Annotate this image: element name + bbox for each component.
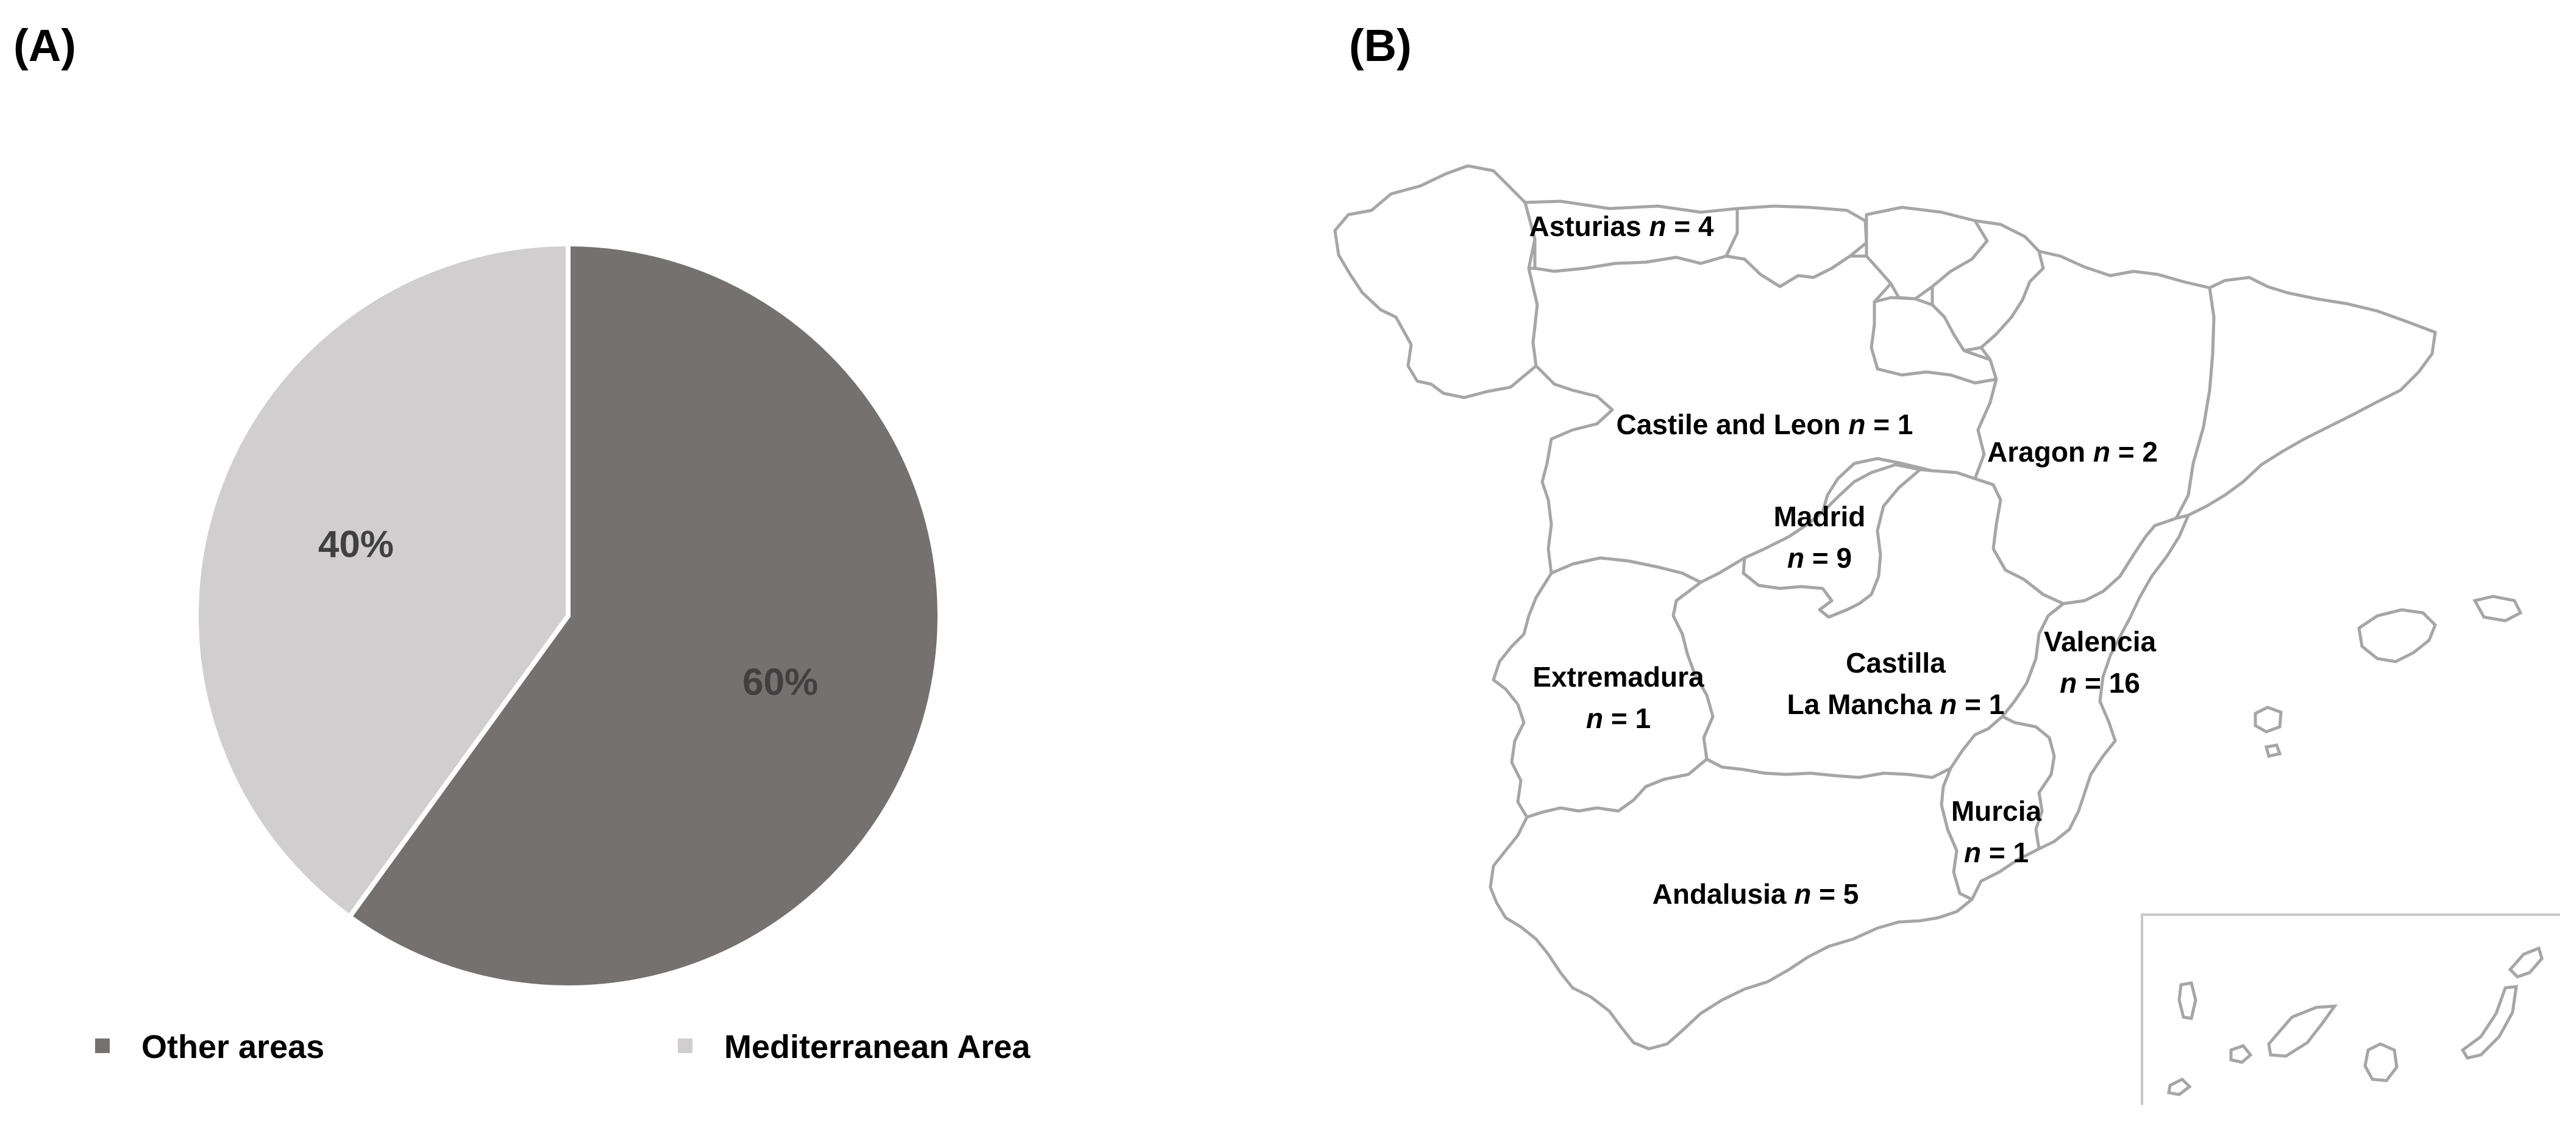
- island-gran-canaria: [2363, 1042, 2399, 1082]
- map-label-murcia-line-1: Murcia: [1951, 795, 2042, 827]
- map-label-valencia-line-2: n = 16: [2060, 667, 2140, 699]
- legend-entry-mediterranean-area: Mediterranean Area: [678, 1031, 1030, 1063]
- map-label-valencia-line-1: Valencia: [2044, 626, 2157, 657]
- map-label-extremadura-line-2: n = 1: [1586, 702, 1651, 734]
- map-label-madrid-line-1: Madrid: [1774, 501, 1866, 532]
- island-formentera: [2264, 743, 2282, 758]
- map-label-castilla-la-mancha-line-1: Castilla: [1846, 647, 1946, 679]
- map-label-extremadura-line-1: Extremadura: [1532, 661, 1704, 693]
- map-label-asturias: Asturias n = 4: [1529, 210, 1714, 242]
- map-label-madrid-line-2: n = 9: [1787, 542, 1852, 574]
- island-la-palma: [2177, 981, 2197, 1020]
- island-lanzarote: [2508, 946, 2544, 979]
- map-label-castilla-la-mancha-line-2: La Mancha n = 1: [1787, 688, 2005, 720]
- panel-a-label: (A): [13, 20, 76, 71]
- map-label-aragon: Aragon n = 2: [1987, 436, 2158, 468]
- canary-inset-border: [2141, 913, 2560, 1105]
- legend-label-mediterranean-area: Mediterranean Area: [724, 1029, 1031, 1065]
- legend-swatch-mediterranean-area: [678, 1038, 692, 1053]
- map-label-andalusia: Andalusia n = 5: [1653, 878, 1859, 910]
- pie-label-other-areas: 60%: [742, 661, 818, 703]
- island-tenerife: [2267, 1004, 2338, 1058]
- panel-b-label: (B): [1349, 20, 1412, 71]
- pie-slice-mediterranean-area: [194, 241, 571, 921]
- island-fuerteventura: [2460, 985, 2518, 1060]
- legend-label-other-areas: Other areas: [141, 1029, 325, 1065]
- region-castile-leon: [1527, 254, 1998, 584]
- island-ibiza: [2254, 706, 2283, 734]
- island-menorca: [2472, 595, 2523, 623]
- pie-label-mediterranean-area: 40%: [318, 523, 394, 565]
- pie-slice-other-areas: [346, 241, 942, 990]
- region-galicia: [1333, 164, 1539, 399]
- legend-entry-other-areas: Other areas: [95, 1031, 324, 1063]
- region-andalusia: [1489, 757, 1974, 1051]
- island-mallorca: [2357, 608, 2437, 663]
- legend-swatch-other-areas: [95, 1038, 110, 1053]
- island-la-gomera: [2229, 1044, 2253, 1064]
- map-label-castile-leon: Castile and Leon n = 1: [1617, 409, 1913, 440]
- map-label-murcia-line-2: n = 1: [1964, 837, 2029, 868]
- island-el-hierro: [2167, 1077, 2192, 1096]
- region-catalonia: [2174, 276, 2437, 520]
